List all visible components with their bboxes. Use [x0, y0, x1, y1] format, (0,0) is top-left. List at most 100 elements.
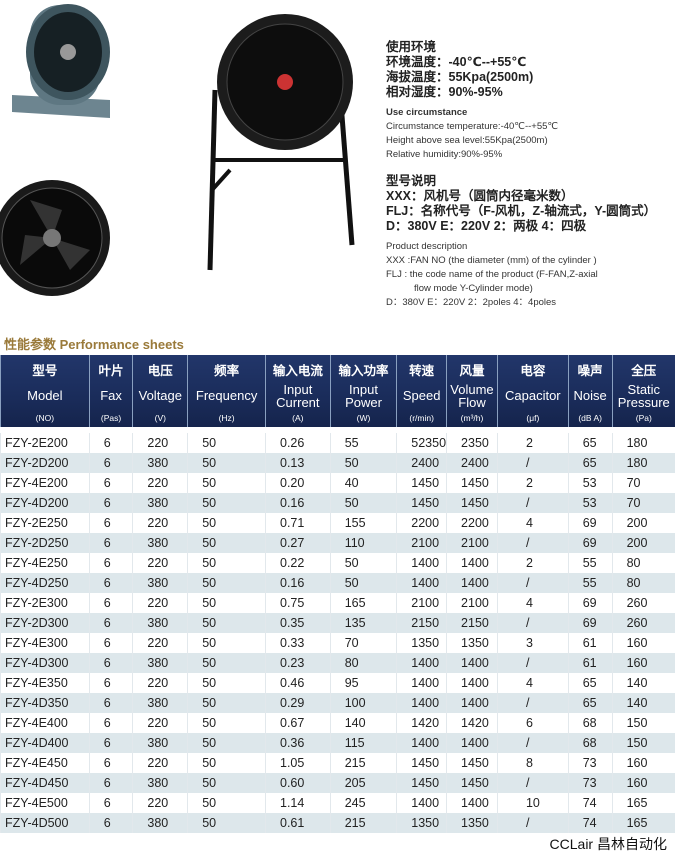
table-row: FZY-4E450 6 220 50 1.05 215 1450 1450 8 73 160 — [0, 753, 675, 773]
table-cell: FZY-4D450 — [0, 773, 90, 793]
fan-image-housing — [12, 4, 110, 118]
table-cell: 50 — [187, 793, 266, 813]
table-cell: 1400 — [446, 553, 498, 573]
column-header-en: Fax — [100, 388, 122, 403]
table-cell: 380 — [132, 653, 188, 673]
table-cell: 80 — [329, 653, 397, 673]
table-cell: 200 — [611, 533, 675, 553]
table-cell: 4 — [496, 673, 569, 693]
fan-image-axial — [0, 180, 110, 296]
table-cell: 0.35 — [265, 613, 331, 633]
spec-en-temp: Circumstance temperature:-40℃--+55℃ — [386, 121, 559, 132]
table-cell: FZY-4D250 — [0, 573, 90, 593]
column-header-unit: (Pa) — [635, 412, 652, 423]
table-cell: 1450 — [396, 753, 447, 773]
column-header-unit: (m³/h) — [460, 412, 484, 423]
table-cell: 50 — [329, 453, 397, 473]
table-cell: / — [496, 773, 569, 793]
table-cell: 68 — [567, 713, 613, 733]
table-cell: 50 — [187, 633, 266, 653]
table-cell: 1400 — [396, 673, 447, 693]
table-cell: 69 — [567, 533, 613, 553]
table-cell: 50 — [187, 753, 266, 773]
table-cell: 1450 — [446, 493, 498, 513]
table-cell: 69 — [567, 613, 613, 633]
table-cell: 1400 — [396, 793, 447, 813]
table-cell: 2400 — [446, 453, 498, 473]
table-cell: / — [496, 493, 569, 513]
table-cell: / — [496, 453, 569, 473]
table-cell: 4 — [496, 513, 569, 533]
table-cell: FZY-2E300 — [0, 593, 90, 613]
table-row: FZY-4E200 6 220 50 0.20 40 1450 1450 2 53 70 — [0, 473, 675, 493]
table-cell: / — [496, 693, 569, 713]
column-header-cn: 电压 — [147, 363, 173, 378]
table-row: FZY-4D200 6 380 50 0.16 50 1450 1450/53 70 — [0, 493, 675, 513]
table-cell: 165 — [611, 813, 675, 833]
table-cell: 380 — [132, 493, 188, 513]
table-cell: 70 — [329, 633, 397, 653]
table-cell: 6 — [88, 653, 133, 673]
column-header: 输入电流 Input Current (A) — [265, 355, 331, 427]
table-cell: 1450 — [446, 473, 498, 493]
table-cell: 61 — [567, 633, 613, 653]
table-cell: 50 — [187, 433, 266, 453]
table-cell: 160 — [611, 653, 675, 673]
table-cell: 2 — [496, 553, 569, 573]
column-header-unit: (NO) — [35, 412, 55, 423]
table-cell: 205 — [329, 773, 397, 793]
spec-cn-title: 使用环境 — [386, 40, 437, 54]
product-photos — [0, 4, 355, 296]
table-cell: 245 — [329, 793, 397, 813]
table-cell: 69 — [567, 513, 613, 533]
table-cell: FZY-2E250 — [0, 513, 90, 533]
table-cell: 150 — [611, 733, 675, 753]
table-cell: 1450 — [396, 493, 447, 513]
table-cell: 0.26 — [265, 433, 331, 453]
spec-en-title: Use circumstance — [386, 107, 468, 118]
table-cell: / — [496, 613, 569, 633]
spec-en-alt: Height above sea level:55Kpa(2500m) — [386, 135, 548, 146]
table-cell: 8 — [496, 753, 569, 773]
table-cell: 50 — [187, 813, 266, 833]
table-cell: 260 — [611, 613, 675, 633]
model-cn-title: 型号说明 — [386, 174, 437, 188]
table-cell: 3 — [496, 633, 569, 653]
table-cell: FZY-4E350 — [0, 673, 90, 693]
model-en-title: Product description — [386, 241, 468, 252]
table-cell: 1450 — [396, 773, 447, 793]
table-cell: FZY-2D250 — [0, 533, 90, 553]
table-cell: 50 — [187, 553, 266, 573]
table-cell: FZY-4E200 — [0, 473, 90, 493]
table-cell: 380 — [132, 813, 188, 833]
table-cell: / — [496, 813, 569, 833]
model-cn-d: D：380V E：220V 2：两极 4：四极 — [386, 219, 587, 233]
table-cell: 260 — [611, 593, 675, 613]
table-cell: 1350 — [446, 813, 498, 833]
table-cell: / — [496, 573, 569, 593]
column-header-cn: 噪声 — [577, 363, 603, 378]
table-cell: 140 — [329, 713, 397, 733]
column-header: 输入功率 Input Power (W) — [329, 355, 397, 427]
model-en-xxx: XXX :FAN NO (the diameter (mm) of the cy… — [386, 255, 597, 266]
column-header-en: Frequency — [195, 388, 258, 403]
table-cell: 50 — [187, 513, 266, 533]
table-cell: 1400 — [446, 693, 498, 713]
column-header-cn: 全压 — [631, 363, 657, 378]
table-cell: 70 — [611, 473, 675, 493]
table-cell: 6 — [88, 713, 133, 733]
table-cell: 2150 — [446, 613, 498, 633]
spec-cn-temp: 环境温度：-40℃--+55℃ — [386, 55, 527, 69]
table-cell: FZY-4D400 — [0, 733, 90, 753]
table-row: FZY-2E250 6 220 50 0.71 155 2200 2200 4 69 200 — [0, 513, 675, 533]
column-header: 全压 Static Pressure (Pa) — [611, 355, 675, 427]
table-cell: 1400 — [396, 573, 447, 593]
table-cell: 1350 — [446, 633, 498, 653]
column-header-unit: (V) — [154, 412, 166, 423]
table-cell: 2100 — [446, 533, 498, 553]
table-cell: 220 — [132, 553, 188, 573]
table-cell: 1450 — [446, 753, 498, 773]
table-cell: 220 — [132, 633, 188, 653]
table-cell: 69 — [567, 593, 613, 613]
table-cell: 50 — [187, 453, 266, 473]
